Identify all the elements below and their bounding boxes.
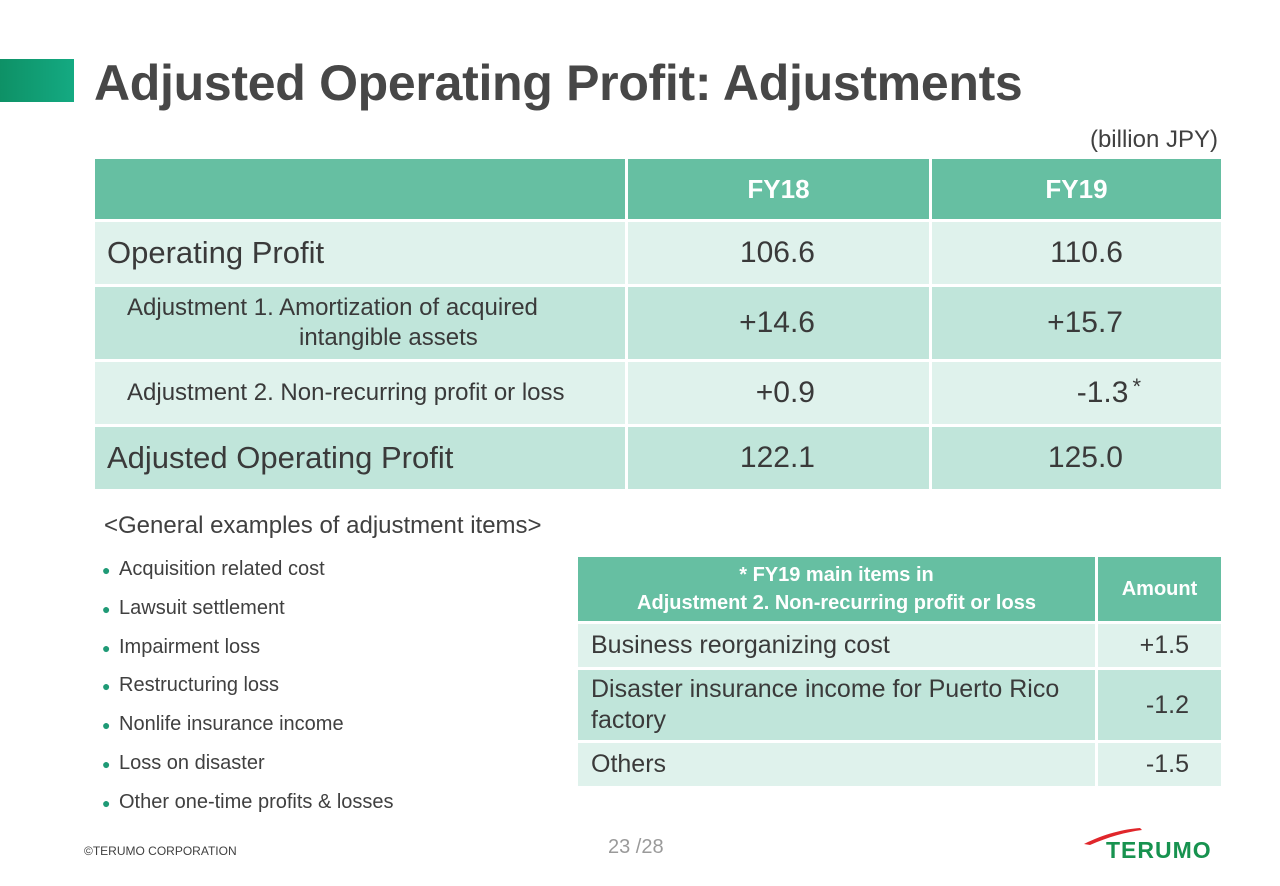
examples-list: ● Acquisition related cost ● Lawsuit settl… xyxy=(102,558,394,830)
table-row-adjusted-operating-profit: Adjusted Operating Profit 122.1 125.0 xyxy=(95,427,1221,489)
fy18-value: +14.6 xyxy=(628,287,929,359)
list-item: ● Impairment loss xyxy=(102,636,394,675)
list-item-text: Other one-time profits & losses xyxy=(119,790,394,813)
list-item: ● Acquisition related cost xyxy=(102,558,394,597)
table-header-row: * FY19 main items in Adjustment 2. Non-r… xyxy=(578,557,1221,621)
bullet-icon: ● xyxy=(102,562,111,578)
bullet-icon: ● xyxy=(102,600,111,617)
table-row: Business reorganizing cost +1.5 xyxy=(578,624,1221,667)
list-item-text: Acquisition related cost xyxy=(119,558,325,580)
title-accent-bar xyxy=(0,59,74,102)
list-item-text: Restructuring loss xyxy=(119,674,280,697)
page-title: Adjusted Operating Profit: Adjustments xyxy=(94,55,1023,111)
bullet-icon: ● xyxy=(102,794,111,811)
column-header-amount: Amount xyxy=(1098,557,1221,621)
examples-heading: <General examples of adjustment items> xyxy=(104,512,542,539)
svg-text:TERUMO: TERUMO xyxy=(1106,837,1212,860)
fy19-adjustment-2-items-table: * FY19 main items in Adjustment 2. Non-r… xyxy=(575,554,1224,789)
list-item-text: Loss on disaster xyxy=(119,751,265,774)
header-line2: Adjustment 2. Non-recurring profit or lo… xyxy=(637,592,1036,614)
list-item: ● Other one-time profits & losses xyxy=(102,791,394,830)
table-row: Others -1.5 xyxy=(578,743,1221,786)
column-header-label xyxy=(95,159,625,219)
fy19-value: -1.3 xyxy=(1076,376,1129,409)
row-label: Operating Profit xyxy=(95,222,625,284)
copyright-text: ©TERUMO CORPORATION xyxy=(84,844,237,858)
table-header-row: FY18 FY19 xyxy=(95,159,1221,219)
row-label: Adjusted Operating Profit xyxy=(95,427,625,489)
item-amount: -1.5 xyxy=(1098,743,1221,786)
header-line1: * FY19 main items in xyxy=(739,564,934,586)
footnote-asterisk: * xyxy=(1132,374,1141,399)
logo-swoosh-icon: TERUMO xyxy=(1084,828,1212,863)
table-row-adjustment-1: Adjustment 1. Amortization of acquired i… xyxy=(95,287,1221,359)
bullet-icon: ● xyxy=(102,678,111,695)
column-header-fy18: FY18 xyxy=(628,159,929,219)
list-item: ● Nonlife insurance income xyxy=(102,713,394,752)
row-label: Adjustment 2. Non-recurring profit or lo… xyxy=(95,362,625,424)
bullet-icon: ● xyxy=(102,717,111,734)
list-item-text: Lawsuit settlement xyxy=(119,596,285,619)
column-header-item: * FY19 main items in Adjustment 2. Non-r… xyxy=(578,557,1095,621)
item-label: Business reorganizing cost xyxy=(578,624,1095,667)
page-number: 23 /28 xyxy=(608,836,664,858)
table-row: Disaster insurance income for Puerto Ric… xyxy=(578,670,1221,740)
row-label-line2: intangible assets xyxy=(299,324,478,351)
fy19-value: 125.0 xyxy=(932,427,1221,489)
bullet-icon: ● xyxy=(102,639,111,656)
list-item-text: Nonlife insurance income xyxy=(119,713,344,736)
row-label: Adjustment 1. Amortization of acquired i… xyxy=(95,287,625,359)
column-header-fy19: FY19 xyxy=(932,159,1221,219)
table-row-adjustment-2: Adjustment 2. Non-recurring profit or lo… xyxy=(95,362,1221,424)
fy19-cell: -1.3 * xyxy=(932,362,1221,424)
terumo-logo: TERUMO xyxy=(1084,826,1246,863)
adjustments-table: FY18 FY19 Operating Profit 106.6 110.6 A… xyxy=(92,156,1224,492)
list-item: ● Loss on disaster xyxy=(102,752,394,791)
row-label-line1: Adjustment 1. Amortization of acquired xyxy=(127,294,538,321)
list-item: ● Restructuring loss xyxy=(102,674,394,713)
fy18-value: +0.9 xyxy=(628,362,929,424)
item-label: Disaster insurance income for Puerto Ric… xyxy=(578,670,1095,740)
fy18-value: 106.6 xyxy=(628,222,929,284)
bullet-icon: ● xyxy=(102,755,111,772)
item-amount: -1.2 xyxy=(1098,670,1221,740)
list-item: ● Lawsuit settlement xyxy=(102,597,394,636)
fy18-value: 122.1 xyxy=(628,427,929,489)
fy19-value: +15.7 xyxy=(932,287,1221,359)
table-row-operating-profit: Operating Profit 106.6 110.6 xyxy=(95,222,1221,284)
list-item-text: Impairment loss xyxy=(119,635,261,658)
item-amount: +1.5 xyxy=(1098,624,1221,667)
unit-label: (billion JPY) xyxy=(1089,126,1218,153)
fy19-value: 110.6 xyxy=(932,222,1221,284)
item-label: Others xyxy=(578,743,1095,786)
